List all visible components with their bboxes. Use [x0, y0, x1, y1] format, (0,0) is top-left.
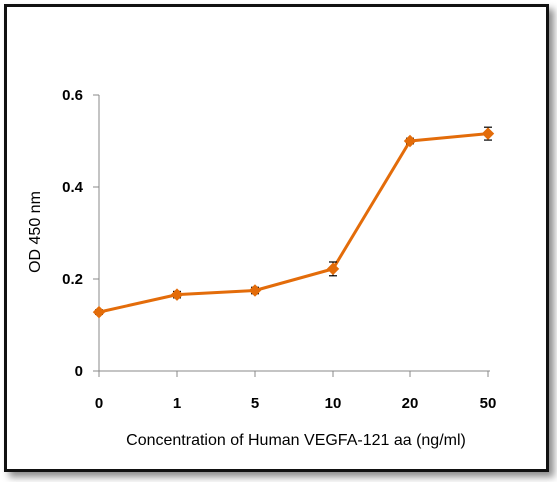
- data-point: [403, 134, 417, 148]
- data-point: [248, 284, 262, 297]
- axes: [93, 94, 490, 377]
- x-tick-label: 5: [251, 395, 259, 412]
- data-point: [170, 288, 184, 301]
- y-tick-label: 0.2: [62, 271, 83, 288]
- data-point: [481, 127, 495, 140]
- y-tick-labels: 0 0.2 0.4 0.6: [62, 87, 84, 380]
- x-tick-label: 1: [173, 395, 181, 412]
- series-line: [98, 132, 489, 314]
- y-tick-label: 0.4: [62, 179, 84, 196]
- chart-frame: [4, 4, 549, 472]
- y-tick-label: 0.6: [62, 87, 83, 104]
- series: [92, 126, 495, 319]
- data-point: [92, 305, 106, 319]
- x-tick-label: 10: [325, 395, 342, 412]
- x-tick-label: 0: [95, 395, 103, 412]
- x-tick-labels: 0 1 5 10 20 50: [95, 395, 497, 412]
- y-tick-label: 0: [75, 363, 83, 380]
- data-point: [326, 262, 340, 276]
- y-axis-title: OD 450 nm: [27, 191, 44, 273]
- x-axis-title: Concentration of Human VEGFA-121 aa (ng/…: [126, 432, 466, 449]
- x-tick-label: 50: [480, 395, 497, 412]
- x-tick-label: 20: [402, 395, 419, 412]
